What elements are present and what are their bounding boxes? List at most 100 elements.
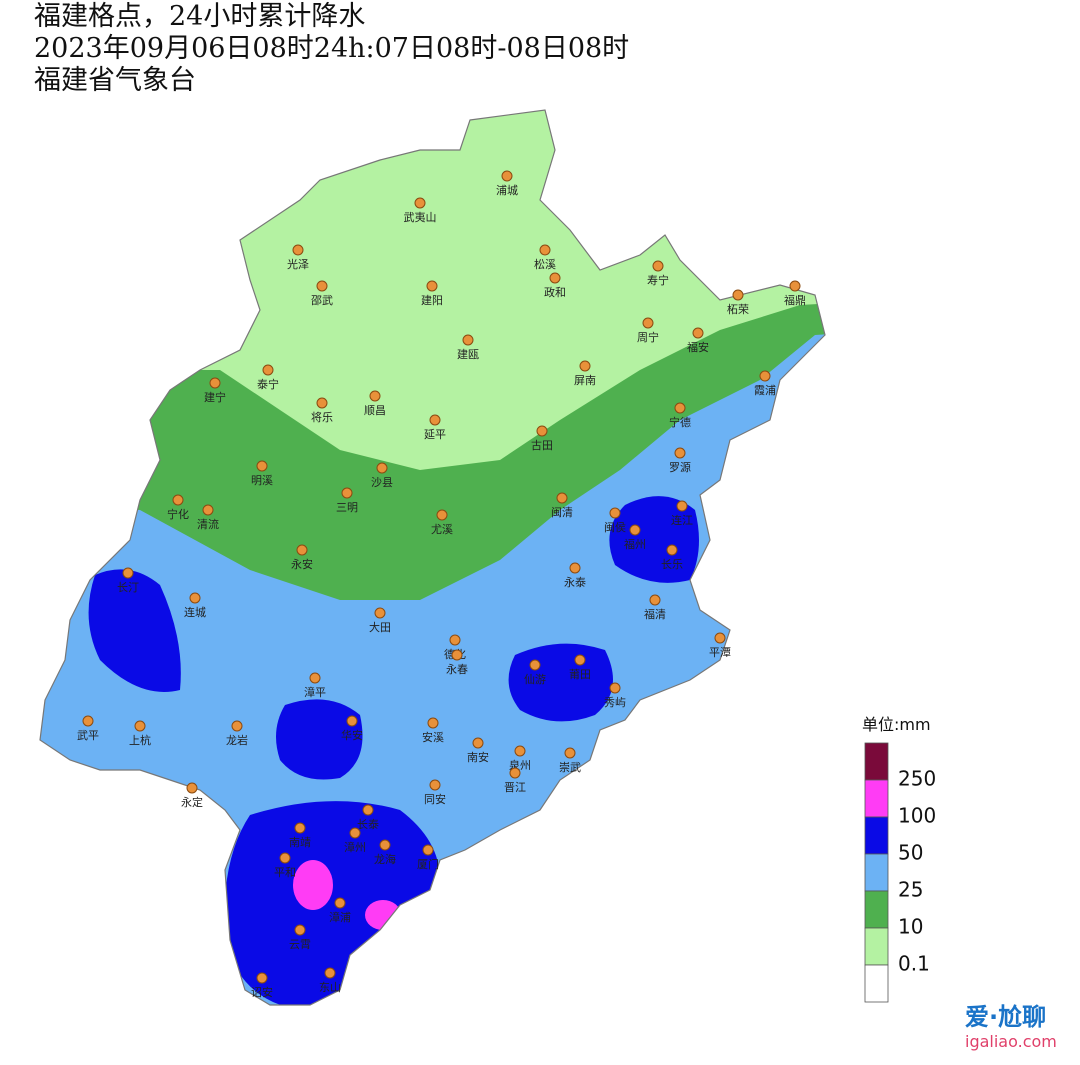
legend-label: 0.1 <box>898 952 930 976</box>
city-dot <box>414 197 426 209</box>
city-dot <box>509 767 521 779</box>
city-label: 罗源 <box>669 460 691 474</box>
rain-50-100 <box>609 496 699 583</box>
city-label: 仙游 <box>524 673 546 686</box>
legend-swatch <box>864 927 889 966</box>
city-dot <box>134 720 146 732</box>
city-dot <box>346 715 358 727</box>
city-dot <box>296 544 308 556</box>
city-label: 福安 <box>687 340 709 354</box>
city-label: 延平 <box>424 428 446 441</box>
city-dot <box>426 280 438 292</box>
city-dot <box>556 492 568 504</box>
city-dot <box>666 544 678 556</box>
city-label: 安溪 <box>422 730 444 744</box>
city-label: 南安 <box>467 750 489 764</box>
city-dot <box>539 244 551 256</box>
city-label: 尤溪 <box>431 523 453 536</box>
city-dot <box>642 317 654 329</box>
legend-label: 250 <box>898 767 936 791</box>
city-dot <box>209 377 221 389</box>
legend-swatch <box>864 816 889 855</box>
city-label: 建阳 <box>421 293 443 307</box>
legend-label: 25 <box>898 878 923 902</box>
city-dot <box>714 632 726 644</box>
city-label: 华安 <box>341 728 363 742</box>
city-dot <box>316 397 328 409</box>
city-label: 永春 <box>446 662 468 676</box>
city-dot <box>172 494 184 506</box>
city-dot <box>514 745 526 757</box>
city-dot <box>436 509 448 521</box>
city-dot <box>369 390 381 402</box>
city-dot <box>536 425 548 437</box>
city-label: 平和 <box>274 866 296 879</box>
legend: 250 100 50 25 10 0.1 <box>864 742 936 1003</box>
city-label: 清流 <box>197 517 219 531</box>
city-label: 龙岩 <box>226 733 248 747</box>
rain-50-100 <box>276 699 363 780</box>
city-dot <box>82 715 94 727</box>
city-label: 建瓯 <box>457 347 479 361</box>
rain-50-100 <box>88 569 181 692</box>
city-label: 长泰 <box>357 817 379 831</box>
city-dot <box>376 462 388 474</box>
city-label: 大田 <box>369 620 391 634</box>
city-dot <box>549 272 561 284</box>
city-label: 福鼎 <box>784 293 806 307</box>
city-label: 浦城 <box>496 184 518 197</box>
city-dot <box>676 500 688 512</box>
city-dot <box>579 360 591 372</box>
city-dot <box>609 507 621 519</box>
city-dot <box>451 649 463 661</box>
legend-swatch <box>864 779 889 818</box>
city-label: 宁德 <box>669 415 691 429</box>
legend-swatch <box>864 964 889 1003</box>
city-dot <box>186 782 198 794</box>
city-dot <box>789 280 801 292</box>
city-dot <box>574 654 586 666</box>
city-dot <box>374 607 386 619</box>
city-dot <box>309 672 321 684</box>
city-label: 云霄 <box>289 938 311 951</box>
city-dot <box>122 567 134 579</box>
city-label: 将乐 <box>311 411 333 424</box>
legend-swatch <box>864 890 889 929</box>
city-label: 松溪 <box>534 257 556 271</box>
city-label: 武夷山 <box>404 211 437 224</box>
city-dot <box>422 844 434 856</box>
city-label: 闽清 <box>551 506 573 519</box>
city-label: 建宁 <box>204 390 226 404</box>
city-label: 周宁 <box>637 330 659 344</box>
watermark-brand: 爱·尬聊 <box>965 1003 1046 1031</box>
city-dot <box>292 244 304 256</box>
city-dot <box>349 827 361 839</box>
city-label: 屏南 <box>574 374 596 387</box>
city-label: 邵武 <box>311 294 333 307</box>
city-label: 连江 <box>671 514 693 527</box>
city-dot <box>262 364 274 376</box>
city-dot <box>429 779 441 791</box>
city-dot <box>334 897 346 909</box>
title-line: 2023年09月06日08时24h:07日08时-08日08时 <box>34 33 629 64</box>
legend-unit: 单位:mm <box>862 715 931 734</box>
city-label: 长乐 <box>661 558 683 571</box>
city-dot <box>316 280 328 292</box>
city-label: 古田 <box>531 439 553 452</box>
city-dot <box>294 924 306 936</box>
city-dot <box>189 592 201 604</box>
city-dot <box>609 682 621 694</box>
title-line: 福建格点，24小时累计降水 <box>34 1 365 32</box>
legend-label: 10 <box>898 915 923 939</box>
city-dot <box>279 852 291 864</box>
city-label: 光泽 <box>287 257 309 271</box>
city-dot <box>564 747 576 759</box>
city-dot <box>294 822 306 834</box>
city-label: 闽侯 <box>604 520 626 534</box>
city-dot <box>231 720 243 732</box>
city-label: 晋江 <box>504 781 526 794</box>
city-dot <box>202 504 214 516</box>
city-label: 龙海 <box>374 852 396 866</box>
